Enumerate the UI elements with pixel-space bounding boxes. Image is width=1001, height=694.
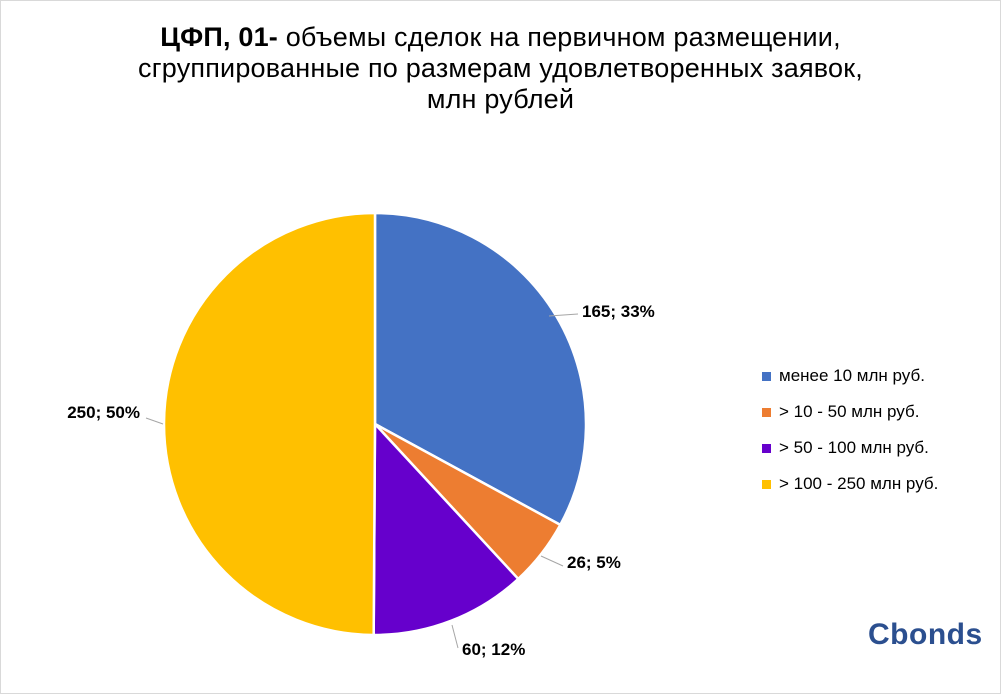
legend-item-2: > 10 - 50 млн руб. (762, 394, 938, 430)
pie-slice-1 (373, 211, 588, 527)
leader-line-4 (145, 417, 164, 425)
legend-label-1: менее 10 млн руб. (779, 366, 925, 385)
pie-slice-4 (162, 211, 377, 637)
leader-line-3 (451, 624, 459, 649)
data-label-4: 250; 50% (67, 403, 140, 422)
leader-line-1 (548, 313, 579, 317)
data-label-3: 60; 12% (462, 640, 525, 659)
legend-label-3: > 50 - 100 млн руб. (779, 438, 929, 457)
title-line-3: млн рублей (426, 84, 575, 114)
legend-swatch-1 (762, 371, 771, 381)
legend-swatch-3 (762, 443, 771, 453)
legend-item-3: > 50 - 100 млн руб. (762, 430, 938, 466)
data-labels: 165; 33% 26; 5% 60; 12% 250; 50% (67, 302, 655, 659)
leader-lines (145, 313, 579, 649)
leader-line-2 (540, 555, 564, 567)
pie-slices (162, 211, 588, 637)
legend-label-2: > 10 - 50 млн руб. (779, 402, 920, 421)
legend: менее 10 млн руб. > 10 - 50 млн руб. > 50 … (762, 358, 938, 502)
title-line-1: ЦФП, 01- объемы сделок на первичном разм… (0, 22, 1001, 53)
cbonds-logo: Cbonds (868, 618, 983, 651)
legend-swatch-2 (762, 407, 771, 417)
legend-item-1: менее 10 млн руб. (762, 358, 938, 394)
pie-slice-3 (372, 422, 520, 637)
title-bold-part: ЦФП, 01- (160, 22, 279, 52)
title-line-1-rest: объемы сделок на первичном размещении, (278, 22, 841, 52)
title-line-2: сгруппированные по размерам удовлетворен… (138, 53, 863, 83)
chart-title: ЦФП, 01- объемы сделок на первичном разм… (0, 22, 1001, 115)
legend-item-4: > 100 - 250 млн руб. (762, 466, 938, 502)
legend-label-4: > 100 - 250 млн руб. (779, 474, 939, 493)
data-label-1: 165; 33% (582, 302, 655, 321)
legend-swatch-4 (762, 479, 771, 489)
data-label-2: 26; 5% (567, 553, 621, 572)
